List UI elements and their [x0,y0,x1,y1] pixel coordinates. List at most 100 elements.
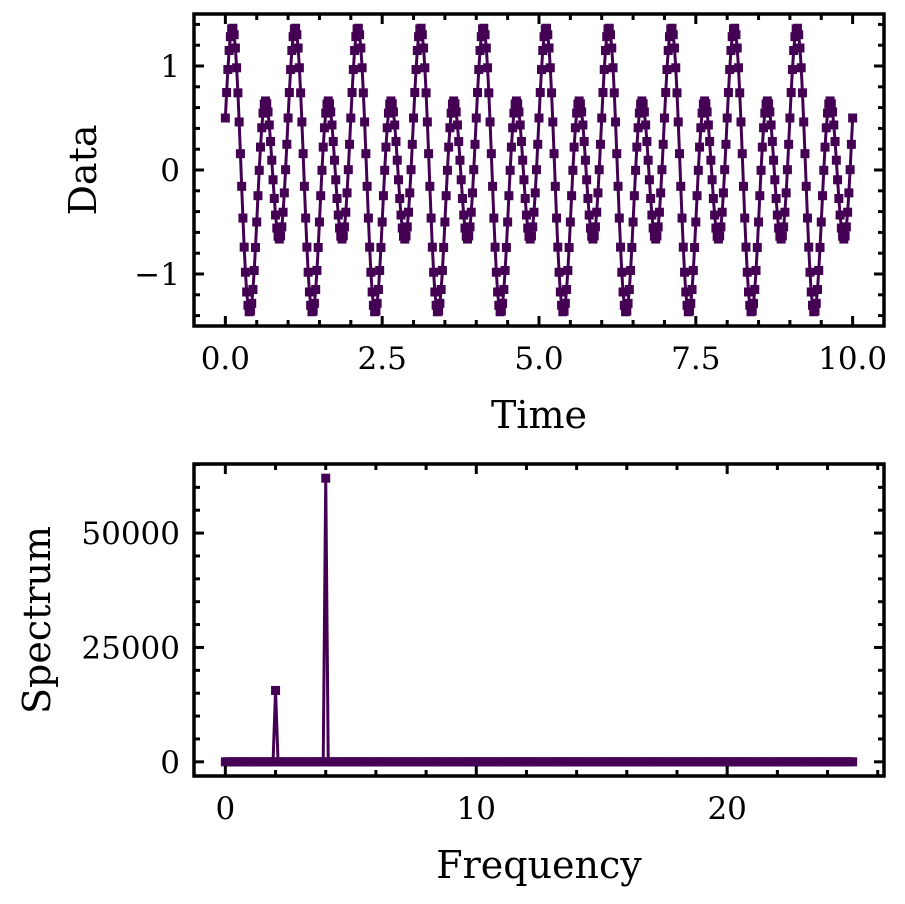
time-series-marker [693,165,703,175]
time-series-marker [356,43,366,53]
time-series-marker [272,223,282,233]
time-series-marker [513,99,523,109]
time-series-marker [744,287,754,297]
time-series-marker [420,63,430,73]
time-series-marker [422,117,432,127]
time-series-marker [318,142,328,152]
time-series-marker [357,63,367,73]
time-series-marker [490,242,500,252]
spectrum-xlabel: Frequency [436,843,642,887]
time-series-marker [710,210,720,220]
time-series-marker [575,99,585,109]
time-series-marker [771,194,781,203]
time-series-marker [283,113,293,123]
time-series-marker [604,23,614,33]
time-series-marker [331,175,341,185]
time-series-marker [628,217,638,227]
time-series-marker [595,139,605,149]
time-series-marker [777,231,787,241]
time-series-marker [757,142,767,152]
time-series-marker [504,191,514,201]
time-series-marker [393,175,403,185]
time-series-marker [647,210,657,220]
time-series-marker [442,165,452,175]
time-series-marker [814,265,824,275]
time-series-marker [742,267,752,277]
time-series-marker [545,63,555,73]
time-series-marker [416,23,426,33]
time-series-marker [826,99,836,109]
time-series-marker [537,65,547,75]
time-series-marker [805,267,815,277]
time-series-xtick-label: 0.0 [201,341,250,377]
time-series-marker [722,113,732,123]
time-series-marker [815,242,825,252]
time-series-plot-area [220,23,858,317]
time-series-marker [767,137,777,146]
time-series-marker [676,181,686,191]
time-series-marker [523,223,533,233]
time-series-marker [278,207,288,217]
time-series-marker [397,223,407,233]
time-series-marker [697,108,707,118]
time-series-marker [538,46,548,55]
time-series-marker [730,23,740,33]
time-series-marker [439,242,449,252]
time-series-marker [804,242,814,252]
time-series-marker [417,30,427,40]
time-series-marker [516,137,526,146]
time-series-marker [229,30,239,40]
time-series-marker [466,207,476,217]
time-series-marker [266,137,276,146]
time-series-marker [608,63,618,73]
time-series-marker [786,88,796,98]
time-series-marker [597,113,607,123]
time-series-marker [648,223,658,233]
time-series-marker [618,287,628,297]
spectrum-ticks [194,462,884,776]
time-series-marker [811,298,821,308]
time-series-marker [663,46,673,55]
time-series-marker [503,217,513,227]
time-series-axes: Time Data 0.0 2.5 5.0 7.5 10.0 −1 0 1 [61,12,887,437]
time-series-marker [271,210,281,220]
time-series-marker [614,213,624,223]
time-series-marker [411,65,421,75]
time-series-marker [424,149,434,159]
time-series-marker [644,175,654,185]
time-series-marker [333,210,343,220]
time-series-marker [629,191,639,201]
spectrum-frame [192,462,886,778]
time-series-marker [821,123,831,133]
time-series-marker [304,287,314,297]
time-series-marker [277,222,287,232]
time-series-marker [296,88,306,98]
time-series-marker [562,285,572,294]
time-series-marker [365,242,375,252]
time-series-marker [843,207,853,217]
time-series-marker [638,99,648,109]
time-series-marker [390,120,400,130]
time-series-marker [506,142,516,152]
time-series-marker [401,231,411,241]
time-series-marker [470,139,480,149]
time-series-marker [656,188,666,198]
time-series-marker [284,88,294,98]
time-series-marker [779,222,789,232]
time-series-marker [254,165,264,175]
time-series-marker [347,88,357,98]
time-series-marker [579,137,589,146]
time-series-marker [764,99,774,109]
time-series-marker [363,213,373,223]
time-series-marker [690,242,700,252]
time-series-marker [248,285,258,294]
time-series-marker [756,165,766,175]
time-series-marker [732,43,742,53]
time-series-marker [598,88,608,98]
time-series-ytick-label: 0 [160,153,180,189]
time-series-marker [317,165,327,175]
time-series-marker [592,207,602,217]
time-series-marker [846,139,856,149]
time-series-marker [534,113,544,123]
time-series-marker [567,191,577,201]
